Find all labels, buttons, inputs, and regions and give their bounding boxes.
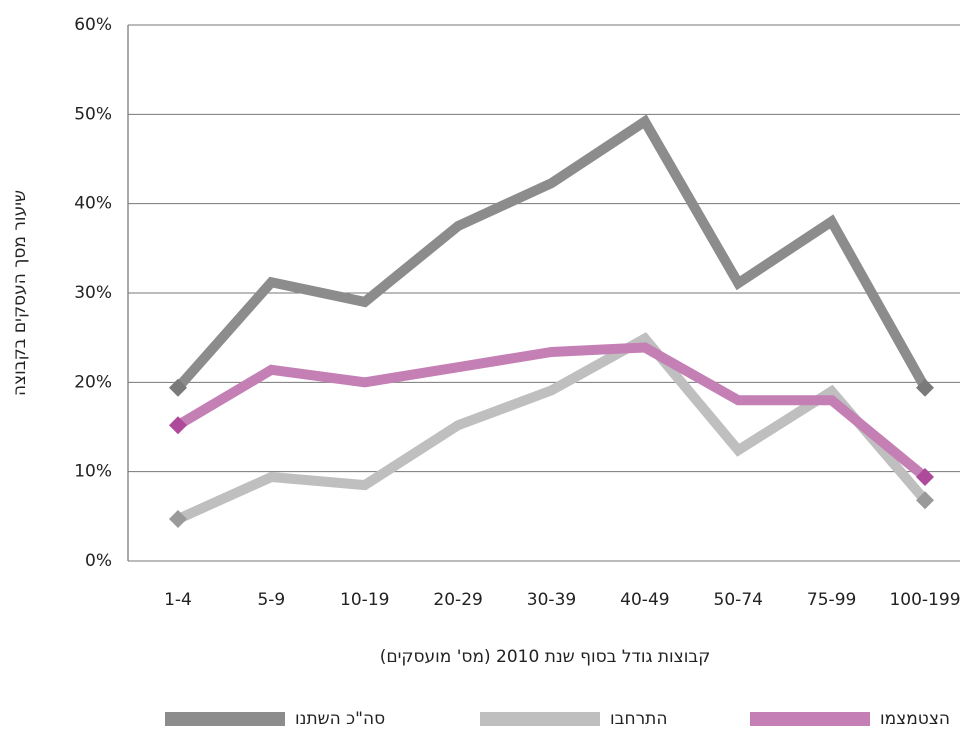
legend-swatch xyxy=(165,712,285,726)
y-tick-label: 0% xyxy=(85,551,112,571)
end-marker xyxy=(916,468,934,487)
x-tick-label: 5-9 xyxy=(257,590,285,610)
legend-swatch xyxy=(480,712,600,726)
y-tick-label: 50% xyxy=(74,104,112,124)
legend-swatch xyxy=(750,712,870,726)
x-tick-label: 20-29 xyxy=(433,590,482,610)
end-marker xyxy=(169,416,187,435)
series-line xyxy=(175,342,929,481)
x-tick-label: 30-39 xyxy=(527,590,576,610)
y-tick-label: 40% xyxy=(74,194,112,214)
series-line xyxy=(174,114,930,392)
y-axis-label: שיעור מסך העסקים בקבוצה xyxy=(10,190,30,396)
end-marker xyxy=(916,491,934,510)
x-tick-label: 10-19 xyxy=(340,590,389,610)
end-marker xyxy=(169,510,187,529)
series-line xyxy=(175,332,929,524)
end-marker xyxy=(916,378,934,397)
x-axis-label: קבוצות גודל בסוף שנת 2010 (מס' מועסקים) xyxy=(380,647,711,667)
x-tick-label: 40-49 xyxy=(620,590,669,610)
x-tick-label: 50-74 xyxy=(714,590,763,610)
legend-label: הצטמצמו xyxy=(880,709,950,729)
y-tick-label: 20% xyxy=(74,372,112,392)
x-tick-label: 100-199 xyxy=(889,590,960,610)
y-tick-label: 10% xyxy=(74,462,112,482)
y-tick-label: 60% xyxy=(74,15,112,35)
y-tick-label: 30% xyxy=(74,283,112,303)
end-marker xyxy=(169,378,187,397)
x-tick-label: 1-4 xyxy=(164,590,192,610)
legend-label: התרחבו xyxy=(610,709,667,729)
x-tick-label: 75-99 xyxy=(807,590,856,610)
legend-label: סה"כ השתנו xyxy=(295,709,385,729)
